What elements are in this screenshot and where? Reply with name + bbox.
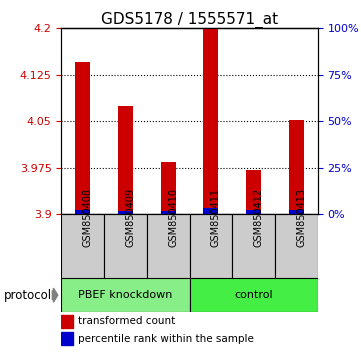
Text: GSM850413: GSM850413 [296,188,306,247]
Text: percentile rank within the sample: percentile rank within the sample [78,333,254,344]
FancyBboxPatch shape [147,214,190,278]
Text: GSM850409: GSM850409 [126,188,135,247]
Text: protocol: protocol [4,289,52,302]
Bar [61,332,73,345]
Bar [161,161,176,214]
Bar [203,28,218,214]
Bar [203,208,218,214]
Bar [118,211,133,214]
Text: GSM850410: GSM850410 [168,188,178,247]
Text: GSM850408: GSM850408 [83,188,93,247]
FancyBboxPatch shape [61,214,104,278]
Text: control: control [234,290,273,300]
Bar [75,210,90,214]
Bar [118,106,133,214]
Bar [61,315,73,328]
Text: transformed count: transformed count [78,316,175,326]
FancyBboxPatch shape [232,214,275,278]
FancyBboxPatch shape [275,214,318,278]
Text: GSM850411: GSM850411 [211,188,221,247]
FancyBboxPatch shape [104,214,147,278]
FancyBboxPatch shape [190,214,232,278]
Bar [246,170,261,214]
Title: GDS5178 / 1555571_at: GDS5178 / 1555571_at [101,12,278,28]
Text: PBEF knockdown: PBEF knockdown [78,290,173,300]
FancyBboxPatch shape [190,278,318,313]
FancyBboxPatch shape [61,278,190,313]
Bar [289,120,304,214]
Bar [289,210,304,214]
Bar [161,211,176,214]
Bar [75,62,90,214]
Text: GSM850412: GSM850412 [253,188,264,247]
Bar [246,210,261,214]
